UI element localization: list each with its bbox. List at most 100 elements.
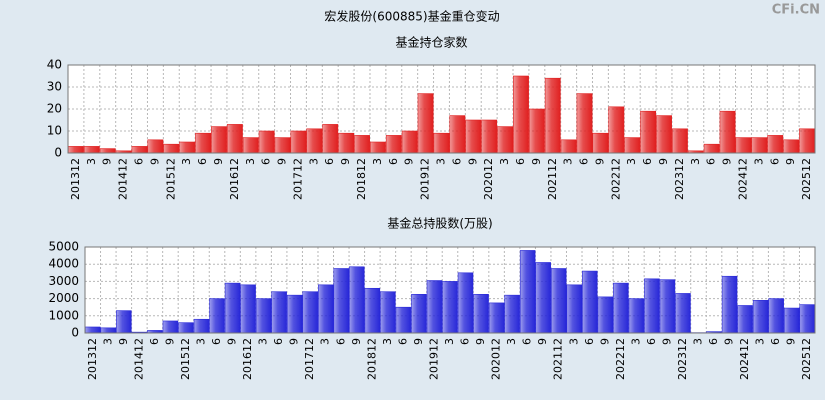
bar: [535, 262, 551, 334]
x-tick-label: 9: [117, 338, 130, 345]
bar: [364, 287, 381, 334]
bar: [116, 310, 132, 334]
y-tick-label: 0: [71, 326, 79, 340]
x-tick-label: 6: [210, 338, 223, 345]
x-tick-label: 9: [474, 338, 487, 345]
x-tick-label: 202512: [800, 158, 813, 200]
bar: [644, 278, 660, 334]
bar: [582, 270, 598, 334]
x-tick-label: 6: [705, 158, 718, 165]
x-tick-label: 6: [196, 158, 209, 165]
x-tick-label: 9: [466, 158, 479, 165]
bar: [752, 300, 769, 334]
x-tick-label: 201712: [303, 338, 316, 380]
x-tick-label: 9: [593, 158, 606, 165]
bar: [401, 130, 418, 154]
bar: [333, 268, 350, 334]
y-tick-label: 4000: [48, 257, 79, 271]
x-tick-label: 6: [450, 158, 463, 165]
x-tick-label: 202412: [738, 338, 751, 380]
bar: [659, 279, 676, 334]
bar: [380, 291, 396, 334]
bar: [426, 280, 443, 334]
x-tick-label: 9: [288, 338, 301, 345]
bar: [226, 124, 243, 154]
x-tick-label: 201612: [228, 158, 241, 200]
bar: [224, 282, 241, 334]
x-tick-label: 3: [505, 338, 518, 345]
bar: [178, 322, 194, 334]
x-tick-label: 3: [85, 158, 98, 165]
x-tick-label: 201712: [291, 158, 304, 200]
x-tick-label: 9: [226, 338, 239, 345]
bar: [719, 110, 736, 154]
x-tick-label: 201312: [69, 158, 82, 200]
y-tick-label: 3000: [48, 274, 79, 288]
x-tick-label: 6: [578, 158, 591, 165]
x-tick-label: 201512: [164, 158, 177, 200]
x-tick-label: 9: [784, 158, 797, 165]
bar: [338, 132, 355, 154]
x-tick-label: 201312: [86, 338, 99, 380]
x-tick-label: 3: [180, 158, 193, 165]
x-tick-label: 3: [435, 158, 448, 165]
bar: [465, 119, 482, 154]
x-tick-label: 6: [260, 158, 273, 165]
bar: [349, 266, 365, 334]
x-tick-label: 3: [307, 158, 320, 165]
x-tick-label: 9: [212, 158, 225, 165]
x-tick-label: 6: [521, 338, 534, 345]
x-tick-label: 3: [371, 158, 384, 165]
bar: [628, 298, 645, 334]
chart-title: 基金总持股数(万股): [387, 216, 492, 231]
bar: [147, 139, 164, 154]
bar: [302, 291, 318, 334]
x-tick-label: 6: [768, 158, 781, 165]
x-tick-label: 6: [148, 338, 161, 345]
x-tick-label: 3: [629, 338, 642, 345]
x-tick-label: 3: [752, 158, 765, 165]
x-tick-label: 9: [163, 338, 176, 345]
x-tick-label: 9: [721, 158, 734, 165]
bar: [385, 135, 402, 154]
bar: [481, 119, 498, 154]
bar: [242, 137, 259, 154]
y-tick-label: 10: [47, 124, 62, 138]
bar: [737, 305, 753, 334]
bar: [193, 318, 210, 334]
bar: [433, 132, 450, 154]
bar: [473, 293, 489, 334]
y-tick-label: 2000: [48, 291, 79, 305]
bar: [671, 128, 688, 154]
bar: [209, 298, 225, 334]
plot-border: [84, 246, 816, 334]
x-tick-label: 3: [244, 158, 257, 165]
x-tick-label: 9: [660, 338, 673, 345]
x-tick-label: 3: [443, 338, 456, 345]
x-tick-label: 6: [583, 338, 596, 345]
x-tick-label: 6: [641, 158, 654, 165]
y-tick-label: 20: [47, 102, 62, 116]
x-tick-label: 9: [723, 338, 736, 345]
x-tick-label: 6: [707, 338, 720, 345]
x-tick-label: 9: [657, 158, 670, 165]
y-tick-label: 5000: [48, 240, 79, 254]
x-tick-label: 6: [334, 338, 347, 345]
x-tick-label: 6: [514, 158, 527, 165]
x-tick-label: 9: [403, 158, 416, 165]
bar: [528, 108, 545, 154]
bar: [255, 298, 272, 334]
bar: [735, 137, 752, 154]
x-tick-label: 201512: [179, 338, 192, 380]
x-tick-label: 3: [101, 338, 114, 345]
bar: [162, 320, 179, 334]
bar: [442, 281, 458, 334]
bar: [783, 307, 800, 334]
bar: [799, 304, 815, 334]
page-title: 宏发股份(600885)基金重仓变动: [324, 9, 499, 24]
bar: [411, 293, 427, 334]
bar: [566, 284, 583, 334]
x-tick-label: 202012: [490, 338, 503, 380]
bar: [799, 128, 815, 154]
bar: [703, 143, 720, 154]
